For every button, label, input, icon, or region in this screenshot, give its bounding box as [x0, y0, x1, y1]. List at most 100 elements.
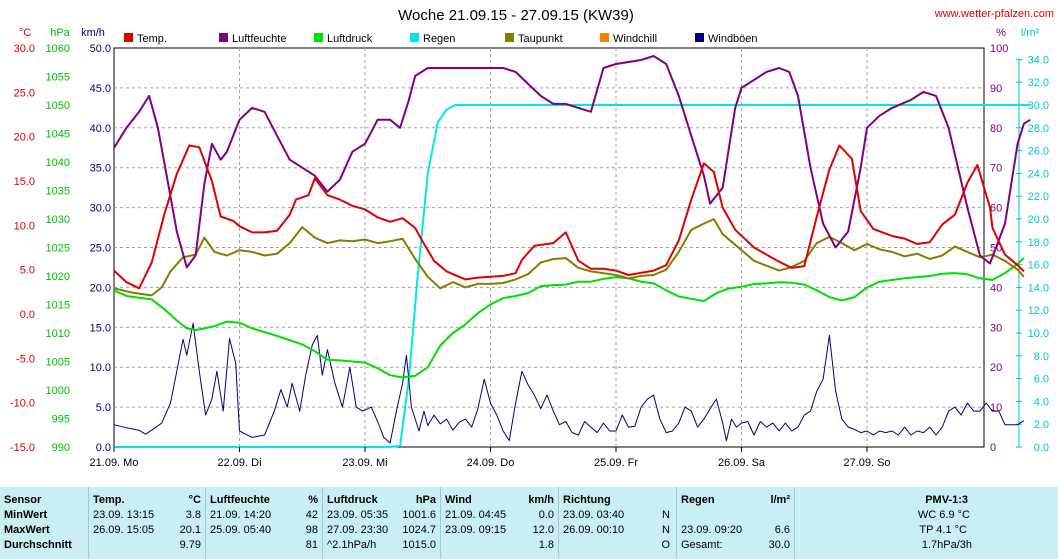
axes: 30.0 25.0 20.0 15.0 10.0 5.0 0.0 -5.0 -10.0 -15.0…: [10, 43, 1049, 454]
stats-sensor-header: Sensor: [4, 494, 42, 506]
temp-unit-label: °C: [19, 27, 31, 39]
stats-wind-max-value: 12.0: [532, 524, 554, 536]
stats-humidity-unit: %: [308, 494, 318, 506]
stats-temp-min-value: 3.8: [185, 509, 201, 521]
legend-swatch: [695, 33, 704, 42]
legend-swatch: [219, 33, 228, 42]
pressure-tick-label: 1010: [46, 328, 70, 340]
stats-temp-unit: °C: [188, 494, 201, 506]
x-tick-label: 24.09. Do: [467, 457, 515, 469]
legend-swatch: [314, 33, 323, 42]
stats-pressure-min-value: 1001.6: [402, 509, 436, 521]
wind-tick-label: 50.0: [90, 43, 111, 55]
stats-wind-min-time: 21.09. 04:45: [445, 509, 507, 521]
legend-swatch: [600, 33, 609, 42]
humidity-tick-label: 30: [990, 322, 1002, 334]
series-temp: [113, 144, 1025, 290]
stats-sensor-col: Sensor MinWert MaxWert Durchschnitt: [0, 487, 88, 559]
wind-tick-label: 20.0: [90, 282, 111, 294]
rain-tick-label: 6.0: [1034, 374, 1049, 386]
rain-tick-label: 28.0: [1028, 123, 1049, 135]
stats-humidity-min-time: 21.09. 14:20: [210, 509, 272, 521]
temp-tick-label: 0.0: [20, 309, 35, 321]
stats-rain-total-value: 30.0: [768, 539, 790, 551]
wind-tick-label: 25.0: [90, 243, 111, 255]
wind-tick-label: 30.0: [90, 203, 111, 215]
x-tick-label: 27.09. So: [843, 457, 890, 469]
legend-label: Taupunkt: [518, 33, 563, 45]
stats-humidity-avg-value: 81: [305, 539, 318, 551]
pressure-tick-label: 1045: [46, 129, 70, 141]
legend-swatch: [505, 33, 514, 42]
stats-pmv-windchill: WC 6.9 °C: [917, 509, 970, 521]
temp-tick-label: 5.0: [20, 265, 35, 277]
rain-tick-label: 10.0: [1028, 328, 1049, 340]
legend-swatch: [124, 33, 133, 42]
rain-tick-label: 14.0: [1028, 282, 1049, 294]
x-tick-label: 21.09. Mo: [90, 457, 139, 469]
rain-tick-label: 22.0: [1028, 191, 1049, 203]
wind-tick-label: 5.0: [96, 402, 111, 414]
temp-tick-label: 10.0: [14, 220, 35, 232]
legend-label: Luftdruck: [327, 33, 373, 45]
series-taupunkt: [113, 218, 1025, 297]
stats-pressure-max-value: 1024.7: [402, 524, 436, 536]
stats-wind-header: Wind: [445, 494, 472, 506]
pressure-tick-label: 1030: [46, 214, 70, 226]
rain-tick-label: 18.0: [1028, 237, 1049, 249]
series-layer: [113, 55, 1031, 448]
x-tick-label: 25.09. Fr: [594, 457, 638, 469]
rain-tick-label: 4.0: [1034, 396, 1049, 408]
x-tick-label: 26.09. Sa: [718, 457, 766, 469]
series-luftfeuchte: [113, 55, 1031, 269]
stats-temp-max-value: 20.1: [179, 524, 201, 536]
stats-rain-max-time: 23.09. 09:20: [681, 524, 743, 536]
wind-tick-label: 10.0: [90, 362, 111, 374]
stats-rain-col: Regen l/m² 23.09. 09:20 6.6 Gesamt: 30.0: [677, 487, 794, 559]
stats-direction-min-time: 23.09. 03:40: [563, 509, 625, 521]
stats-wind-unit: km/h: [528, 494, 554, 506]
stats-temp-avg-value: 9.79: [179, 539, 201, 551]
temp-tick-label: -5.0: [16, 353, 35, 365]
stats-pressure-min-time: 23.09. 05:35: [327, 509, 389, 521]
series-luftdruck: [113, 257, 1025, 379]
temp-tick-label: 30.0: [14, 43, 35, 55]
stats-pmv-header: PMV-1:3: [925, 494, 968, 506]
pressure-tick-label: 1015: [46, 300, 70, 312]
statistics-table: Sensor MinWert MaxWert Durchschnitt Temp…: [0, 487, 1058, 559]
wind-tick-label: 35.0: [90, 163, 111, 175]
stats-humidity-max-time: 25.09. 05:40: [210, 524, 272, 536]
stats-pressure-trend: ^2.1hPa/h: [327, 539, 377, 551]
temp-tick-label: 20.0: [14, 132, 35, 144]
stats-temp-col: Temp. °C 23.09. 13:15 3.8 26.09. 15:05 20.1…: [89, 487, 205, 559]
stats-wind-max-time: 23.09. 09:15: [445, 524, 507, 536]
stats-rain-total-label: Gesamt:: [681, 539, 723, 551]
stats-direction-header: Richtung: [563, 494, 611, 506]
stats-avg-label: Durchschnitt: [4, 539, 72, 551]
stats-temp-min-time: 23.09. 13:15: [93, 509, 155, 521]
rain-tick-label: 34.0: [1028, 54, 1049, 66]
wind-tick-label: 45.0: [90, 83, 111, 95]
legend-swatch: [410, 33, 419, 42]
site-url: www.wetter-pfalzen.com: [934, 8, 1054, 20]
pressure-tick-label: 1025: [46, 243, 70, 255]
stats-pressure-header: Luftdruck: [327, 494, 378, 506]
grid: [113, 47, 985, 448]
x-tick-label: 23.09. Mi: [342, 457, 387, 469]
legend-label: Windchill: [613, 33, 657, 45]
rain-tick-label: 32.0: [1028, 77, 1049, 89]
legend-label: Regen: [423, 33, 455, 45]
pressure-tick-label: 1005: [46, 357, 70, 369]
stats-max-label: MaxWert: [4, 524, 50, 536]
stats-temp-max-time: 26.09. 15:05: [93, 524, 155, 536]
humidity-tick-label: 10: [990, 402, 1002, 414]
rain-tick-label: 12.0: [1028, 305, 1049, 317]
rain-tick-label: 0.0: [1034, 442, 1049, 454]
temp-tick-label: 25.0: [14, 87, 35, 99]
stats-humidity-header: Luftfeuchte: [210, 494, 270, 506]
stats-direction-max-value: N: [662, 524, 670, 536]
stats-pressure-avg-value: 1015.0: [402, 539, 436, 551]
stats-direction-avg-value: O: [661, 539, 670, 551]
humidity-tick-label: 70: [990, 163, 1002, 175]
pressure-tick-label: 1035: [46, 186, 70, 198]
